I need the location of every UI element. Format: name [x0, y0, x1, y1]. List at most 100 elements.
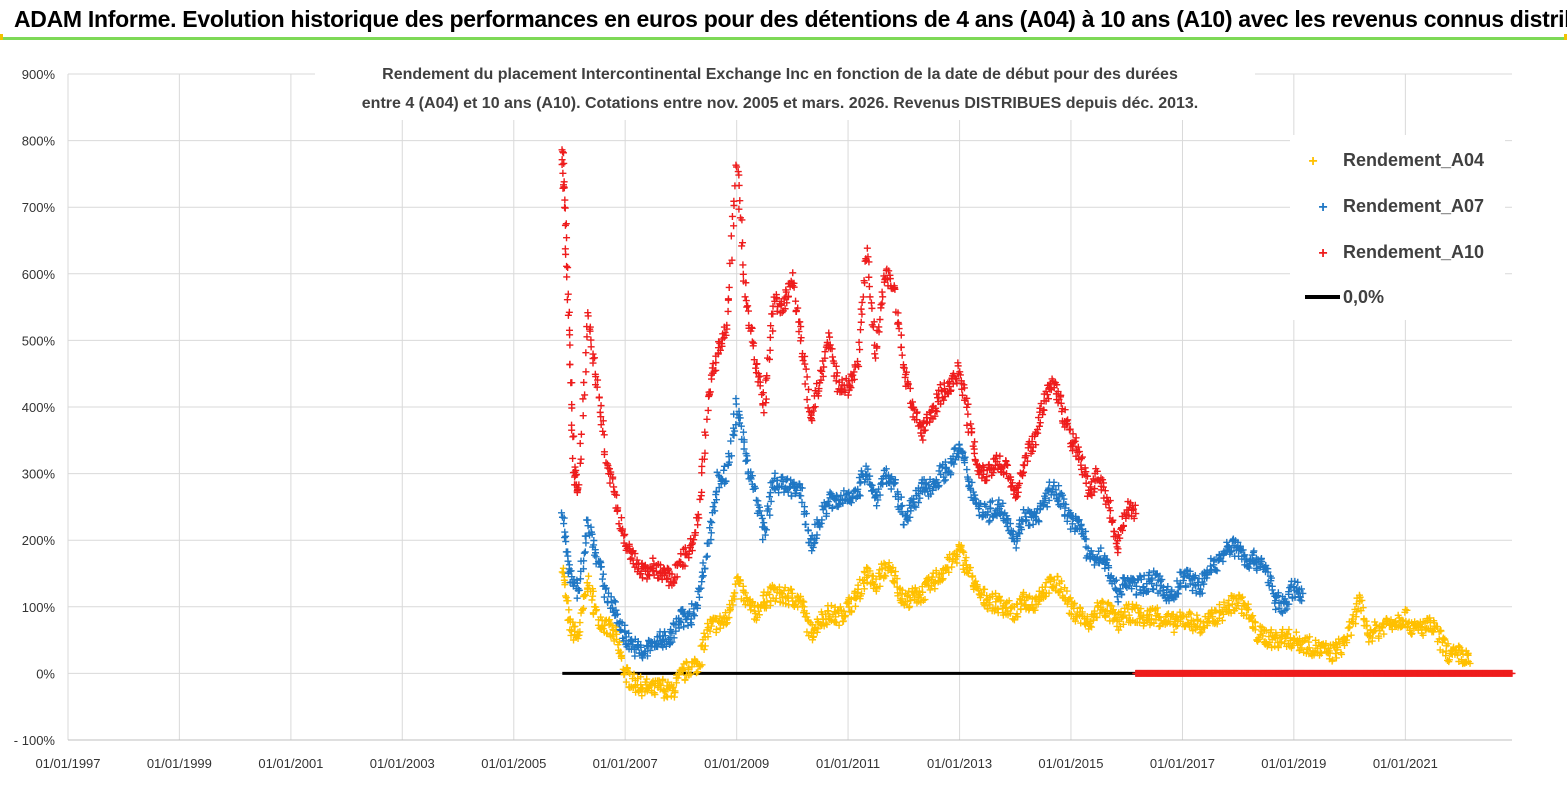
- point-a04: [725, 614, 733, 622]
- point-a10: [568, 426, 576, 434]
- point-a04: [716, 612, 724, 620]
- point-a04: [574, 635, 582, 643]
- point-a10: [563, 262, 571, 270]
- point-a07: [1101, 552, 1109, 560]
- point-a07: [1253, 566, 1261, 574]
- y-tick-label: 700%: [22, 200, 56, 215]
- point-a10: [875, 328, 883, 336]
- point-a04: [1267, 626, 1275, 634]
- point-a10: [769, 327, 777, 335]
- point-a04: [729, 601, 737, 609]
- point-a04: [1050, 576, 1058, 584]
- point-a07: [968, 478, 976, 486]
- point-a07: [910, 502, 918, 510]
- point-a10: [891, 285, 899, 293]
- x-tick-label: 01/01/2005: [481, 756, 546, 771]
- point-a10: [614, 506, 622, 514]
- point-a10: [587, 336, 595, 344]
- point-a04: [1203, 622, 1211, 630]
- point-a04: [589, 592, 597, 600]
- point-a04: [741, 589, 749, 597]
- point-a04: [800, 603, 808, 611]
- point-a07: [597, 563, 605, 571]
- point-a07: [582, 532, 590, 540]
- point-a07: [698, 573, 706, 581]
- point-a04: [928, 573, 936, 581]
- point-a07: [702, 553, 710, 561]
- point-a07: [1068, 520, 1076, 528]
- point-a10: [878, 299, 886, 307]
- point-a07: [727, 452, 735, 460]
- point-a04: [657, 681, 665, 689]
- point-a10: [600, 450, 608, 458]
- point-a04: [851, 602, 859, 610]
- point-a10: [615, 520, 623, 528]
- point-a07: [1165, 597, 1173, 605]
- point-a04: [819, 615, 827, 623]
- point-a07: [580, 549, 588, 557]
- point-a04: [564, 597, 572, 605]
- point-a07: [720, 466, 728, 474]
- point-a10: [760, 409, 768, 417]
- legend-label-a10: Rendement_A10: [1343, 242, 1484, 262]
- point-a04: [622, 678, 630, 686]
- point-a10: [668, 570, 676, 578]
- point-a04: [1433, 623, 1441, 631]
- point-a07: [809, 543, 817, 551]
- point-a04: [994, 605, 1002, 613]
- point-a10: [865, 273, 873, 281]
- point-a04: [664, 678, 672, 686]
- point-a10: [857, 305, 865, 313]
- y-tick-label: 100%: [22, 600, 56, 615]
- point-a04: [872, 575, 880, 583]
- point-a04: [794, 603, 802, 611]
- point-a07: [1264, 568, 1272, 576]
- x-tick-label: 01/01/2009: [704, 756, 769, 771]
- point-a07: [1212, 566, 1220, 574]
- point-a10: [587, 343, 595, 351]
- point-a10: [833, 369, 841, 377]
- point-a10: [876, 316, 884, 324]
- point-a07: [873, 502, 881, 510]
- point-a04: [681, 676, 689, 684]
- point-a10: [772, 291, 780, 299]
- point-a10: [750, 356, 758, 364]
- point-a07: [1022, 517, 1030, 525]
- point-a04: [1020, 588, 1027, 596]
- point-a07: [802, 520, 810, 528]
- point-a04: [854, 581, 862, 589]
- point-a04: [747, 606, 755, 614]
- point-a07: [1101, 560, 1109, 568]
- point-a10: [565, 308, 573, 316]
- point-a04: [558, 568, 566, 576]
- point-a04: [898, 586, 906, 594]
- point-a04: [704, 624, 712, 632]
- point-a10: [656, 561, 664, 569]
- point-a07: [1294, 578, 1302, 586]
- point-a10: [665, 565, 673, 573]
- point-a04: [921, 596, 929, 604]
- point-a04: [1359, 604, 1367, 612]
- point-a10: [574, 484, 582, 492]
- point-a04: [582, 591, 590, 599]
- point-a07: [644, 652, 652, 660]
- point-a10: [599, 427, 607, 435]
- point-a10: [563, 296, 571, 304]
- point-a04: [996, 597, 1004, 605]
- point-a04: [1439, 648, 1447, 656]
- point-a07: [732, 395, 740, 403]
- point-a10: [796, 318, 804, 326]
- point-a04: [808, 621, 816, 629]
- point-a04: [845, 603, 853, 611]
- legend-label-a07: Rendement_A07: [1343, 196, 1484, 216]
- point-a04: [860, 585, 868, 593]
- point-a07: [705, 539, 713, 547]
- point-a10: [767, 322, 775, 330]
- point-a10: [802, 365, 810, 373]
- point-a04: [1145, 611, 1153, 619]
- point-a10: [735, 171, 743, 179]
- point-a10: [673, 573, 681, 581]
- x-tick-label: 01/01/1999: [147, 756, 212, 771]
- point-a04: [797, 592, 805, 600]
- point-a04: [1219, 610, 1227, 618]
